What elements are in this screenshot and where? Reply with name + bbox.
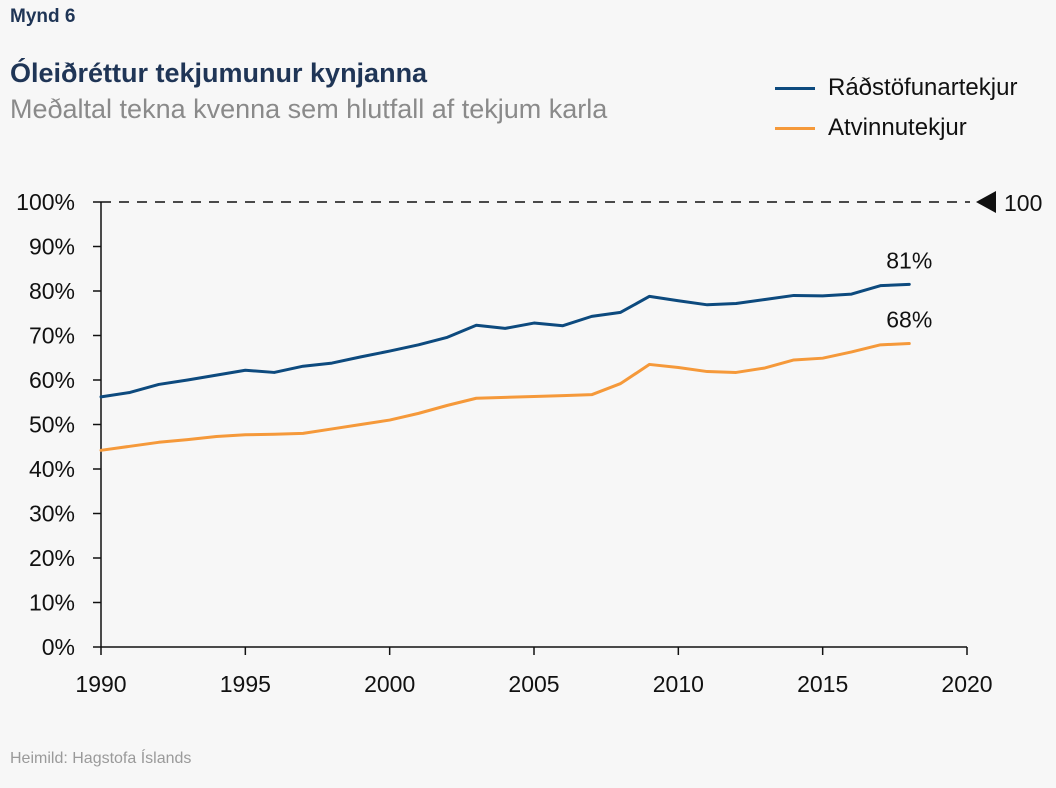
legend-label: Ráðstöfunartekjur — [828, 74, 1018, 101]
y-tick-label: 30% — [29, 501, 75, 527]
series-line-atvinnutekjur — [99, 342, 911, 452]
x-tick-label: 2005 — [508, 671, 559, 697]
x-tick-label: 2000 — [364, 671, 415, 697]
x-tick-label: 2015 — [797, 671, 848, 697]
y-tick-label: 90% — [29, 234, 75, 260]
x-tick-label: 2020 — [941, 671, 992, 697]
figure-label: Mynd 6 — [10, 6, 76, 27]
y-tick-label: 60% — [29, 367, 75, 393]
end-label-atvinnutekjur: 68% — [886, 307, 932, 333]
triangle-marker-icon — [976, 191, 996, 213]
chart-subtitle: Meðaltal tekna kvenna sem hlutfall af te… — [10, 94, 608, 124]
series-line-radstofunartekjur — [99, 282, 911, 399]
x-tick-label: 1990 — [75, 671, 126, 697]
y-tick-label: 70% — [29, 323, 75, 349]
source-note: Heimild: Hagstofa Íslands — [10, 750, 192, 767]
y-tick-label: 20% — [29, 545, 75, 571]
y-tick-label: 80% — [29, 278, 75, 304]
y-tick-label: 0% — [42, 634, 75, 660]
y-tick-label: 10% — [29, 590, 75, 616]
y-tick-label: 100% — [16, 189, 75, 215]
y-tick-label: 50% — [29, 412, 75, 438]
legend-swatch-blue — [775, 86, 815, 90]
x-tick-label: 2010 — [653, 671, 704, 697]
legend-swatch-orange — [775, 126, 815, 130]
legend-item-radstofunartekjur: Ráðstöfunartekjur — [775, 68, 1017, 108]
reference-line-label: 100 — [1004, 190, 1042, 216]
y-tick-label: 40% — [29, 456, 75, 482]
legend-item-atvinnutekjur: Atvinnutekjur — [775, 108, 1017, 148]
x-tick-label: 1995 — [220, 671, 271, 697]
end-label-radstofunartekjur: 81% — [886, 247, 932, 273]
legend-label: Atvinnutekjur — [828, 114, 967, 141]
legend: Ráðstöfunartekjur Atvinnutekjur — [775, 68, 1017, 148]
chart-title: Óleiðréttur tekjumunur kynjanna — [10, 58, 428, 88]
